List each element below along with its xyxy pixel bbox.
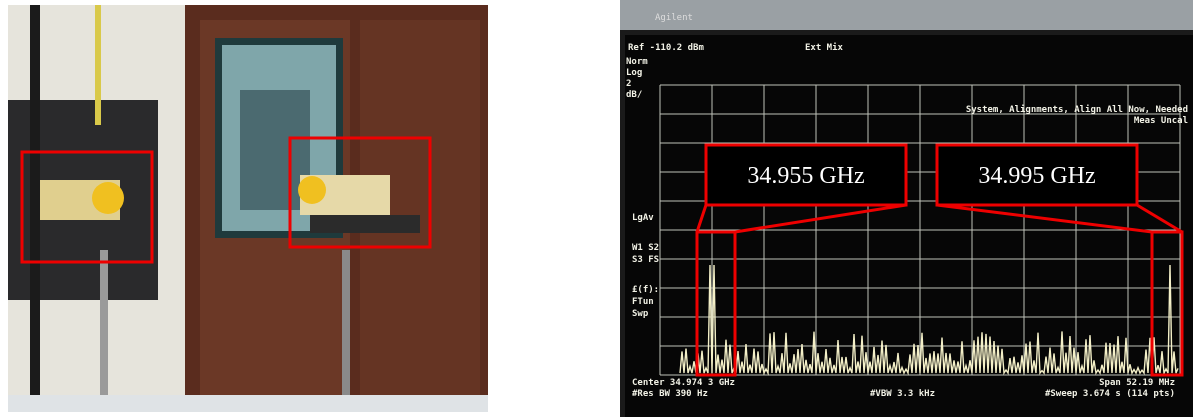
footer-text: #Res BW 390 Hz (632, 389, 708, 399)
annotation-label: 34.955 GHz (747, 163, 864, 189)
brand: Agilent (655, 13, 693, 23)
scale-label: Log (626, 68, 642, 78)
status-text: Meas Uncal (1134, 116, 1188, 126)
ref-level: Ref -110.2 dBm (628, 43, 704, 53)
annotation-label: 34.995 GHz (978, 163, 1095, 189)
status-text: System, Alignments, Align All Now, Neede… (966, 104, 1188, 115)
scale-label: 2 (626, 79, 631, 89)
footer-text: Center 34.974 3 GHz (632, 378, 735, 388)
side-label: LgAv (632, 213, 654, 223)
side-label: W1 S2 (632, 243, 659, 253)
lab-photo (8, 5, 488, 412)
footer-text: Span 52.19 MHz (1099, 378, 1175, 388)
side-label: £(f): (632, 285, 659, 295)
side-label: FTun (632, 297, 654, 307)
scale-label: dB/ (626, 90, 642, 100)
footer-text: #Sweep 3.674 s (114 pts) (1045, 389, 1175, 399)
mode: Ext Mix (805, 42, 844, 53)
footer-text: #VBW 3.3 kHz (870, 389, 935, 399)
figure: Agilent Ref -110.2 dBm Ext Mix NormLog2d… (0, 0, 1193, 417)
side-label: S3 FS (632, 255, 659, 265)
side-label: Swp (632, 309, 649, 319)
page: Agilent Ref -110.2 dBm Ext Mix NormLog2d… (0, 0, 1193, 417)
scale-label: Norm (626, 57, 648, 67)
